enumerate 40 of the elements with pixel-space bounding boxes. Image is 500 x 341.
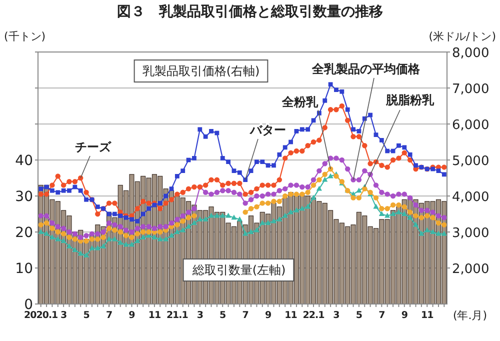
x-tick-label: 3 bbox=[60, 310, 67, 321]
x-tick-label: 9 bbox=[128, 310, 135, 321]
x-tick-label: 2020.1 bbox=[24, 310, 58, 321]
chart-title: 図３ 乳製品取引価格と総取引数量の推移 bbox=[117, 4, 383, 20]
y-tick-label: 10 bbox=[15, 261, 33, 277]
x-tick-label: 3 bbox=[196, 310, 203, 321]
y-axis-title: (千トン) bbox=[4, 30, 46, 43]
y2-axis-title: (米ドル/トン) bbox=[428, 30, 496, 43]
x-tick-label: 11 bbox=[148, 310, 161, 321]
series-label: チーズ bbox=[75, 140, 112, 154]
text: 全乳製品の平均価格 bbox=[311, 62, 421, 76]
x-tick-label: 3 bbox=[333, 310, 340, 321]
y2-tick-label: 7,000 bbox=[452, 82, 490, 97]
y-tick-label: 30 bbox=[15, 189, 33, 205]
x-tick-label: 7 bbox=[242, 310, 248, 321]
y2-tick-label: 4,000 bbox=[452, 190, 490, 205]
annotation: 乳製品取引価格(右軸) bbox=[142, 64, 260, 78]
x-tick-label: 9 bbox=[265, 310, 272, 321]
series-label: バター bbox=[249, 123, 286, 137]
x-tick-label: 5 bbox=[356, 310, 362, 321]
x-tick-label: 7 bbox=[378, 310, 385, 321]
x-tick-label: 7 bbox=[106, 310, 112, 321]
x-tick-label: 21.1 bbox=[166, 310, 188, 321]
y2-tick-label: 6,000 bbox=[452, 118, 490, 133]
annotation: 総取引数量(左軸) bbox=[191, 263, 286, 277]
x-tick-label: 5 bbox=[220, 310, 226, 321]
y2-tick-label: 2,000 bbox=[452, 262, 490, 277]
text: 全粉乳 bbox=[281, 95, 319, 109]
x-tick-label: 11 bbox=[284, 310, 297, 321]
y-tick-label: 40 bbox=[15, 153, 33, 169]
y2-tick-label: 5,000 bbox=[452, 154, 490, 169]
x-tick-label: 11 bbox=[421, 310, 434, 321]
x-tick-label: 22.1 bbox=[302, 310, 324, 321]
y2-tick-label: 8,000 bbox=[452, 46, 490, 61]
x-axis-title: (年.月) bbox=[452, 309, 488, 322]
y-tick-label: 20 bbox=[15, 225, 33, 241]
x-tick-label: 9 bbox=[401, 310, 408, 321]
y2-tick-label: 3,000 bbox=[452, 226, 490, 241]
text: 脱脂粉乳 bbox=[385, 93, 435, 107]
x-tick-label: 5 bbox=[83, 310, 90, 321]
